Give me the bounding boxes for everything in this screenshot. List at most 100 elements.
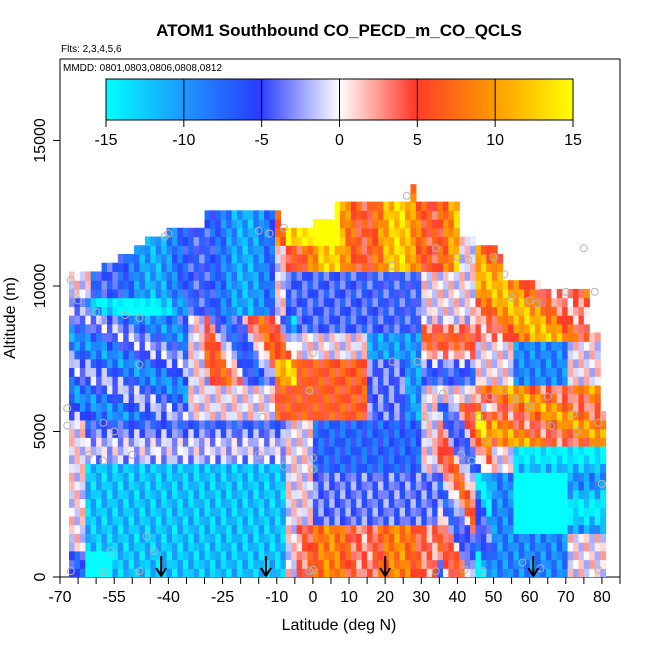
field-cell xyxy=(177,419,184,430)
field-cell xyxy=(437,219,444,229)
field-cell xyxy=(90,402,97,412)
field-cell xyxy=(345,253,352,264)
field-cell xyxy=(573,384,580,395)
colorbar-tick-label: 0 xyxy=(335,132,344,149)
field-cell xyxy=(106,341,113,351)
field-cell xyxy=(432,315,439,325)
field-cell xyxy=(513,428,520,438)
field-cell xyxy=(188,463,195,473)
field-cell xyxy=(367,515,374,526)
field-cell xyxy=(242,515,249,526)
field-cell xyxy=(421,472,428,482)
field-cell xyxy=(291,446,298,456)
field-cell xyxy=(432,253,439,264)
field-cell xyxy=(264,472,271,482)
field-cell xyxy=(545,446,552,456)
field-cell xyxy=(144,489,151,500)
field-cell xyxy=(388,402,395,412)
field-cell xyxy=(150,419,157,430)
field-cell xyxy=(432,472,439,482)
field-cell xyxy=(367,297,374,307)
field-cell xyxy=(513,559,520,569)
field-cell xyxy=(508,350,515,360)
field-cell xyxy=(513,542,520,552)
field-cell xyxy=(372,463,379,473)
field-cell xyxy=(323,376,330,386)
field-cell xyxy=(90,480,97,491)
field-cell xyxy=(453,542,460,552)
field-cell xyxy=(464,367,471,377)
field-cell xyxy=(372,419,379,430)
field-cell xyxy=(448,323,455,334)
field-cell xyxy=(188,524,195,534)
field-cell xyxy=(518,463,525,473)
field-cell xyxy=(90,454,97,465)
field-cell xyxy=(231,472,238,482)
field-cell xyxy=(177,480,184,491)
field-cell xyxy=(583,297,590,307)
field-cell xyxy=(106,384,113,395)
field-cell xyxy=(453,341,460,351)
field-cell xyxy=(529,332,536,342)
field-cell xyxy=(253,306,260,316)
field-cell xyxy=(307,472,314,482)
field-cell xyxy=(123,454,130,465)
field-cell xyxy=(237,507,244,517)
field-cell xyxy=(448,419,455,430)
field-cell xyxy=(264,524,271,534)
field-cell xyxy=(318,253,325,264)
field-cell xyxy=(562,498,569,508)
field-cell xyxy=(117,568,124,577)
field-cell xyxy=(361,262,368,273)
field-cell xyxy=(459,419,466,430)
field-cell xyxy=(253,323,260,334)
field-cell xyxy=(307,454,314,465)
field-cell xyxy=(426,437,433,447)
field-cell xyxy=(74,341,81,351)
field-cell xyxy=(307,245,314,255)
field-cell xyxy=(204,393,211,403)
field-cell xyxy=(101,533,108,543)
field-cell xyxy=(502,323,509,334)
field-cell xyxy=(264,411,271,421)
field-cell xyxy=(340,507,347,517)
field-cell xyxy=(323,280,330,290)
field-cell xyxy=(529,367,536,377)
field-cell xyxy=(583,341,590,351)
field-cell xyxy=(182,332,189,342)
field-cell xyxy=(106,533,113,543)
field-cell xyxy=(367,524,374,534)
sample-point xyxy=(63,404,72,413)
field-cell xyxy=(426,210,433,220)
field-cell xyxy=(215,507,222,517)
field-cell xyxy=(345,332,352,342)
field-cell xyxy=(502,288,509,299)
field-cell xyxy=(166,542,173,552)
field-cell xyxy=(199,332,206,342)
field-cell xyxy=(508,463,515,473)
field-cell xyxy=(177,315,184,325)
field-cell xyxy=(600,419,607,430)
field-cell xyxy=(388,454,395,465)
field-cell xyxy=(285,411,292,421)
field-cell xyxy=(502,428,509,438)
field-cell xyxy=(155,446,162,456)
field-cell xyxy=(508,472,515,482)
field-cell xyxy=(551,367,558,377)
field-cell xyxy=(166,446,173,456)
field-cell xyxy=(399,472,406,482)
x-tick-label: 80 xyxy=(593,589,611,606)
field-cell xyxy=(524,358,531,369)
field-cell xyxy=(388,411,395,421)
field-cell xyxy=(296,297,303,307)
field-cell xyxy=(345,271,352,281)
field-cell xyxy=(166,489,173,500)
field-cell xyxy=(361,384,368,395)
field-cell xyxy=(535,280,542,290)
field-cell xyxy=(161,507,168,517)
field-cell xyxy=(535,367,542,377)
field-cell xyxy=(280,271,287,281)
field-cell xyxy=(437,498,444,508)
field-cell xyxy=(377,489,384,500)
field-cell xyxy=(323,393,330,403)
